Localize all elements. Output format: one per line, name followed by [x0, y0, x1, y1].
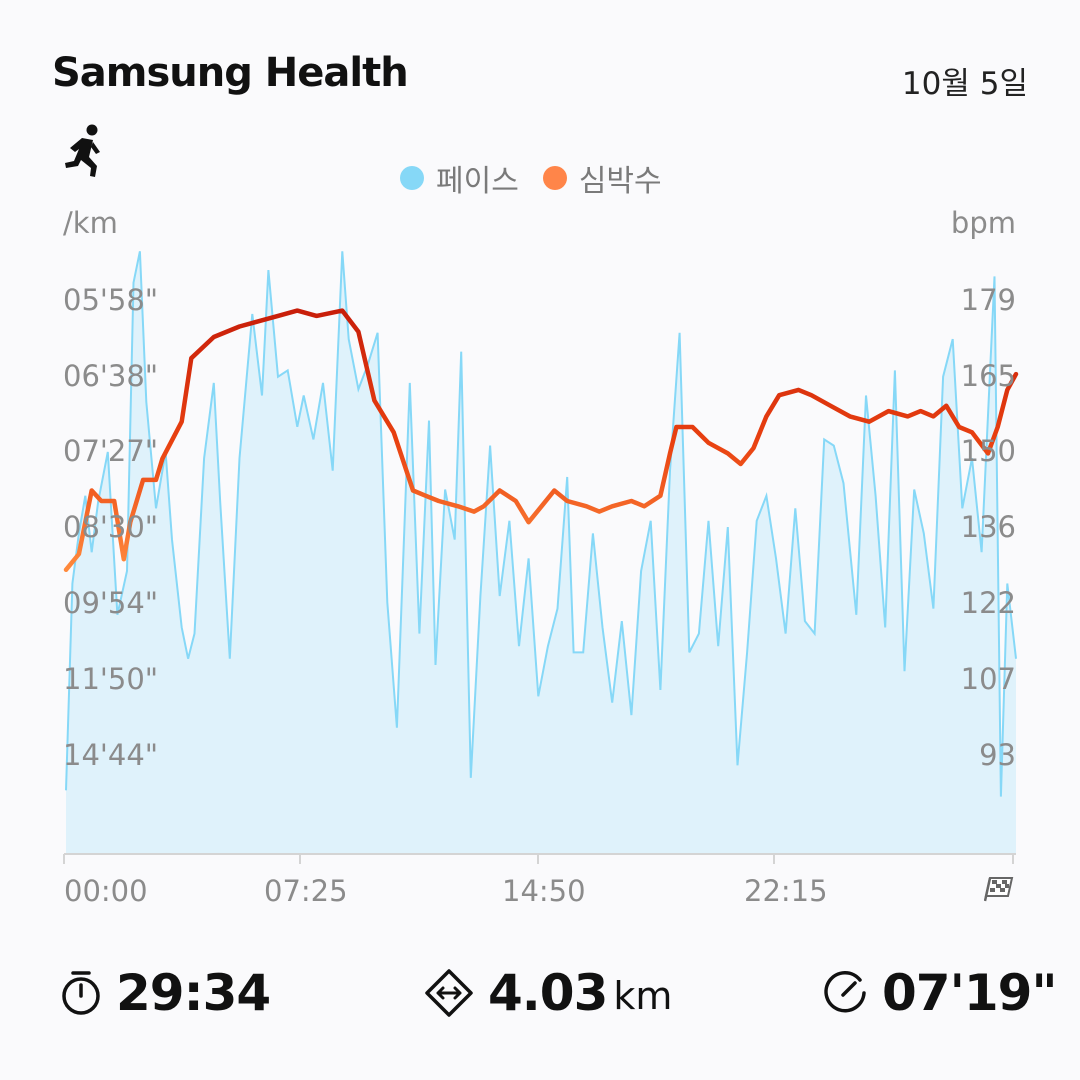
legend-label-heart-rate: 심박수	[578, 164, 662, 199]
workout-summary: 29:34 4.03 km 07'19"	[0, 958, 1080, 1038]
legend-label-pace: 페이스	[436, 164, 519, 199]
legend-item-pace: 페이스	[400, 156, 519, 200]
heart-rate-axis-tick-label: 136	[960, 510, 1016, 544]
pace-axis-tick-label: 05'58"	[63, 283, 159, 317]
heart-rate-axis-tick-label: 122	[960, 586, 1016, 620]
pace-axis-tick-label: 07'27"	[63, 434, 159, 468]
workout-date: 10월 5일	[901, 66, 1028, 102]
pace-axis-tick-label: 14'44"	[63, 738, 159, 772]
time-axis-tick-label: 00:00	[64, 874, 148, 908]
heart-rate-line	[63, 308, 1019, 573]
app-title: Samsung Health	[52, 50, 409, 96]
distance-stat: 4.03 km	[424, 964, 672, 1022]
pace-axis-unit: /km	[63, 206, 118, 240]
stopwatch-icon	[62, 971, 100, 1015]
distance-icon	[425, 969, 473, 1017]
heart-rate-axis-tick-label: 93	[979, 738, 1016, 772]
heart-rate-axis-tick-label: 179	[960, 283, 1016, 317]
pace-axis-tick-label: 09'54"	[63, 586, 159, 620]
time-axis-tick-label: 22:15	[744, 874, 828, 908]
pace-axis-tick-label: 06'38"	[63, 359, 159, 393]
checkered-flag-icon	[984, 877, 1014, 902]
distance-unit: km	[613, 974, 673, 1018]
pace-heart-rate-chart	[63, 251, 1019, 864]
legend-swatch-pace	[400, 166, 424, 190]
pace-stat: 07'19"	[822, 964, 1058, 1022]
pace-gauge-icon	[824, 970, 866, 1013]
running-person-icon	[65, 124, 100, 177]
duration-stat: 29:34	[60, 964, 271, 1022]
legend-swatch-heart-rate	[542, 166, 567, 190]
distance-value: 4.03	[488, 964, 608, 1022]
pace-area	[66, 251, 1016, 854]
legend-item-heart-rate: 심박수	[542, 156, 662, 200]
pace-line	[65, 251, 1017, 797]
chart-legend: 페이스 심박수	[400, 156, 674, 200]
heart-rate-axis-tick-label: 107	[960, 662, 1016, 696]
time-axis-tick-label: 07:25	[264, 874, 348, 908]
pace-axis-tick-label: 08'30"	[63, 510, 159, 544]
time-axis-tick-label: 14:50	[502, 874, 586, 908]
avg-pace-value: 07'19"	[882, 964, 1058, 1022]
heart-rate-axis-tick-label: 150	[960, 434, 1016, 468]
heart-rate-axis-tick-label: 165	[960, 359, 1016, 393]
duration-value: 29:34	[116, 964, 271, 1022]
heart-rate-axis-unit: bpm	[950, 206, 1016, 240]
pace-axis-tick-label: 11'50"	[63, 662, 159, 696]
